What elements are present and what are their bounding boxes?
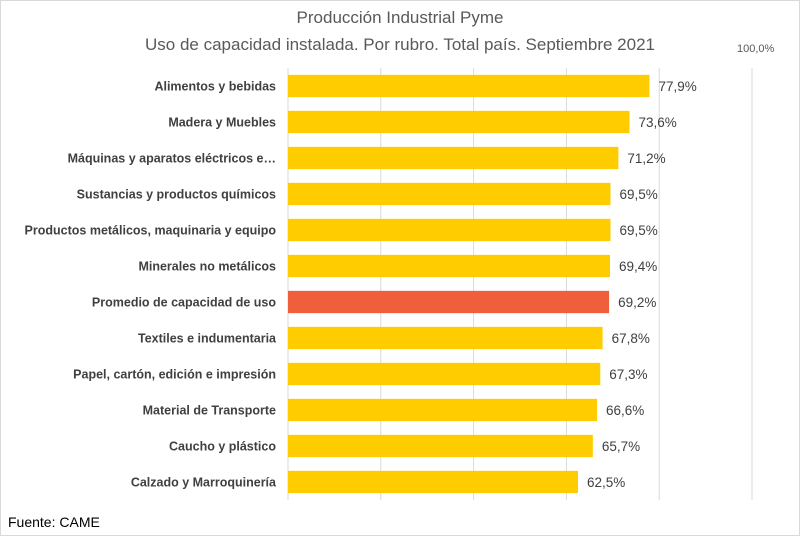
bar xyxy=(288,254,611,278)
data-label: 71,2% xyxy=(627,151,665,166)
source-label: Fuente: CAME xyxy=(8,514,100,530)
category-label: Madera y Muebles xyxy=(168,116,276,130)
bar xyxy=(288,74,650,98)
category-label: Textiles e indumentaria xyxy=(138,332,277,346)
data-label: 69,4% xyxy=(619,259,657,274)
bar xyxy=(288,434,593,458)
data-label: 67,8% xyxy=(612,331,650,346)
category-label: Minerales no metálicos xyxy=(138,260,276,274)
bar xyxy=(288,182,611,206)
category-label: Calzado y Marroquinería xyxy=(131,476,277,490)
bar xyxy=(288,362,601,386)
data-label: 67,3% xyxy=(609,367,647,382)
category-label: Caucho y plástico xyxy=(169,440,276,454)
bar xyxy=(288,470,578,494)
data-label: 69,5% xyxy=(619,187,657,202)
chart-subtitle: Uso de capacidad instalada. Por rubro. T… xyxy=(145,35,655,54)
chart-title: Producción Industrial Pyme xyxy=(296,8,504,27)
bar xyxy=(288,110,630,134)
category-label: Papel, cartón, edición e impresión xyxy=(73,368,276,382)
category-label: Promedio de capacidad de uso xyxy=(92,296,276,310)
data-label: 66,6% xyxy=(606,403,644,418)
bar xyxy=(288,290,610,314)
data-label: 77,9% xyxy=(658,79,696,94)
data-label: 73,6% xyxy=(639,115,677,130)
data-label: 65,7% xyxy=(602,439,640,454)
bar xyxy=(288,146,619,170)
axis-max-label: 100,0% xyxy=(737,43,775,55)
category-label: Alimentos y bebidas xyxy=(154,80,276,94)
category-label: Material de Transporte xyxy=(143,404,276,418)
data-label: 69,2% xyxy=(618,295,656,310)
data-label: 62,5% xyxy=(587,475,625,490)
bar xyxy=(288,326,603,350)
category-label: Sustancias y productos químicos xyxy=(77,188,276,202)
category-label: Productos metálicos, maquinaria y equipo xyxy=(25,224,277,238)
bar xyxy=(288,218,611,242)
category-label: Máquinas y aparatos eléctricos e… xyxy=(68,152,276,166)
data-label: 69,5% xyxy=(619,223,657,238)
bar xyxy=(288,398,598,422)
